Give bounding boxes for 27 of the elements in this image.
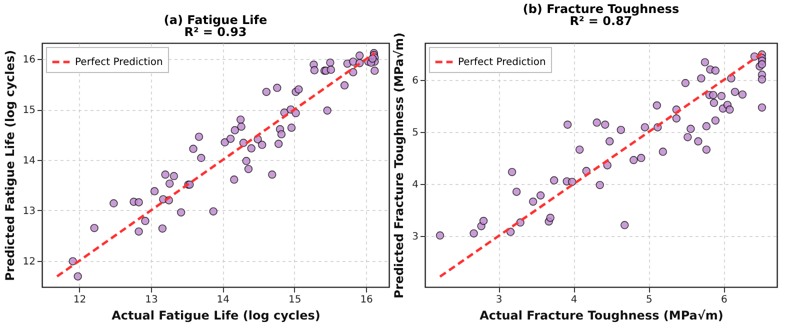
y-tick-label: 3 — [412, 232, 418, 243]
y-tick-label: 16 — [22, 54, 36, 66]
x-tick-label: 14 — [216, 294, 230, 306]
x-tick-label: 3 — [496, 294, 502, 306]
y-tick-label: 4 — [412, 179, 418, 190]
y-tick-label: 12 — [22, 256, 36, 268]
chart-title: (b) Fracture Toughness — [522, 2, 680, 16]
y-tick-label: 6 — [412, 75, 418, 86]
x-tick-label: 6 — [721, 294, 728, 306]
x-tick-label: 16 — [360, 294, 373, 306]
x-axis-title: Actual Fracture Toughness (MPa√m) — [480, 308, 724, 322]
y-tick-label: 5 — [412, 127, 418, 138]
x-tick-label: 13 — [145, 294, 158, 306]
legend-label: Perfect Prediction — [75, 57, 163, 68]
chart-title: (a) Fatigue Life — [164, 13, 268, 27]
x-tick-label: 12 — [73, 294, 86, 306]
x-tick-label: 4 — [570, 294, 578, 306]
y-axis-title: Predicted Fracture Toughness (MPa√m) — [392, 32, 406, 299]
y-tick-label: 14 — [22, 155, 36, 166]
y-tick-label: 15 — [22, 105, 36, 116]
y-axis-title: Predicted Fatigue Life (log cycles) — [2, 50, 17, 282]
x-tick-label: 15 — [288, 294, 302, 306]
legend-label: Perfect Prediction — [458, 57, 546, 68]
x-tick-label: 5 — [646, 294, 652, 306]
y-tick-label: 13 — [22, 206, 36, 217]
x-axis-title: Actual Fatigue Life (log cycles) — [112, 308, 320, 322]
chart-subtitle: R² = 0.87 — [570, 14, 632, 28]
